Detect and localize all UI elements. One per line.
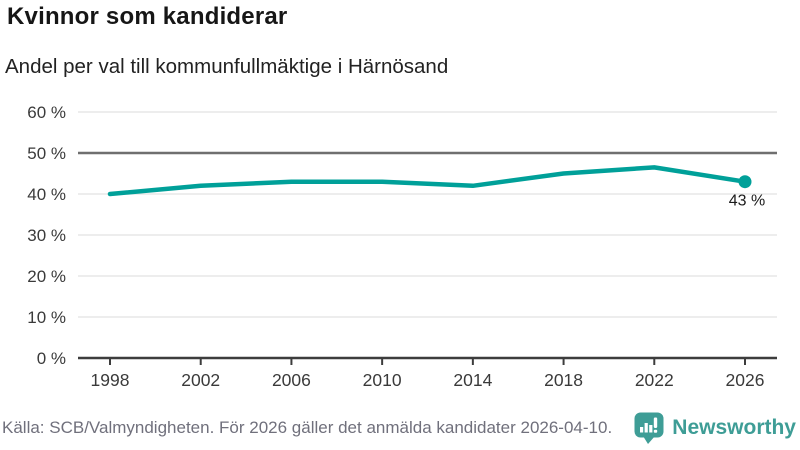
x-tick-label: 2010: [363, 370, 402, 390]
line-chart: 0 % 10 % 20 % 30 % 40 % 50 % 60 % 1998 2002 2006 2…: [0, 95, 800, 395]
x-tick-label: 2022: [635, 370, 674, 390]
x-tick-label: 2026: [726, 370, 765, 390]
newsworthy-logo: Newsworthy: [634, 412, 796, 444]
end-point-value-label: 43 %: [729, 193, 765, 210]
x-tick-label: 1998: [91, 370, 130, 390]
chart-subtitle: Andel per val till kommunfullmäktige i H…: [5, 55, 449, 78]
x-tick-label: 2006: [272, 370, 311, 390]
footer: Källa: SCB/Valmyndigheten. För 2026 gäll…: [0, 410, 800, 446]
end-point-marker: [738, 175, 752, 189]
source-note: Källa: SCB/Valmyndigheten. För 2026 gäll…: [2, 418, 613, 437]
speech-bubble-bar-chart-icon: [634, 412, 664, 444]
data-line-women-candidates: [107, 165, 748, 197]
chart-svg: 0 % 10 % 20 % 30 % 40 % 50 % 60 % 1998 2002 2006 2…: [27, 103, 777, 390]
y-tick-label: 10 %: [27, 308, 66, 327]
y-tick-label: 20 %: [27, 267, 66, 286]
y-tick-label: 40 %: [27, 185, 66, 204]
y-tick-label: 0 %: [37, 349, 66, 368]
y-tick-label: 30 %: [27, 226, 66, 245]
x-tick-label: 2018: [544, 370, 583, 390]
brand-name: Newsworthy: [672, 416, 796, 439]
y-tick-label: 60 %: [27, 103, 66, 122]
x-tick-label: 2002: [181, 370, 220, 390]
y-tick-label: 50 %: [27, 144, 66, 163]
x-tick-label: 2014: [453, 370, 492, 390]
page-title: Kvinnor som kandiderar: [7, 3, 288, 30]
